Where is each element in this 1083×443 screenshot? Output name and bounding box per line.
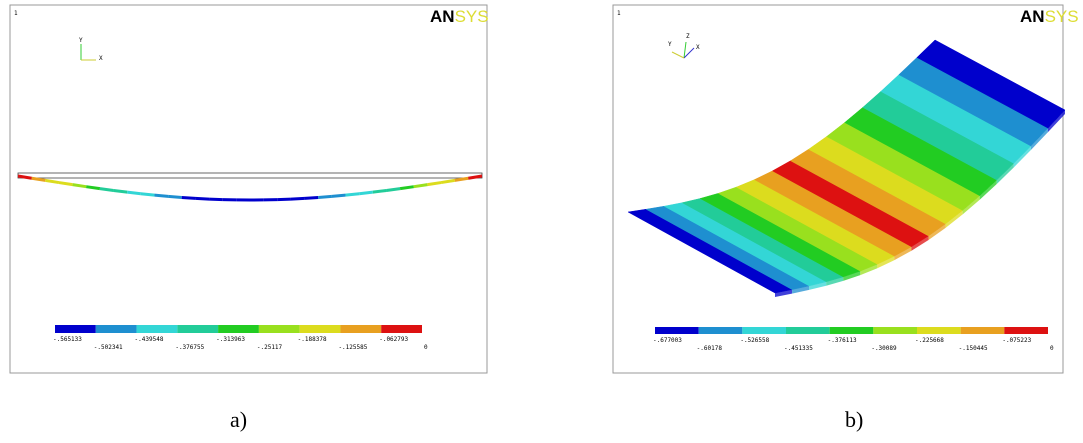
legend-label: -.150445: [959, 345, 988, 352]
beam-segment: [441, 180, 455, 182]
beam-segment: [182, 197, 196, 198]
figure: 1ANSYSYX-.565133-.502341-.439548-.376755…: [0, 0, 1083, 443]
legend-label: 0: [424, 344, 428, 351]
legend-swatch: [340, 325, 381, 333]
beam-segment: [400, 187, 414, 189]
axis-label: Y: [668, 41, 672, 48]
legend-swatch: [699, 327, 743, 334]
logo: ANSYS: [1020, 7, 1079, 26]
legend-swatch: [381, 325, 422, 333]
axis-label: Y: [79, 37, 83, 44]
legend-swatch: [830, 327, 874, 334]
legend-label: -.502341: [94, 344, 123, 351]
beam-segment: [332, 195, 346, 196]
logo-dark: AN: [1020, 7, 1045, 26]
beam-segment: [86, 187, 100, 189]
legend-label: -.439548: [135, 336, 164, 343]
logo-dark: AN: [430, 7, 455, 26]
legend-swatch: [873, 327, 917, 334]
beam-segment: [305, 197, 319, 198]
beam-segment: [291, 198, 305, 199]
beam-segment: [346, 194, 360, 195]
legend-label: -.376113: [828, 337, 857, 344]
legend-label: -.451335: [784, 345, 813, 352]
beam-segment: [114, 190, 128, 192]
legend-swatch: [1004, 327, 1048, 334]
beam-segment: [154, 195, 168, 196]
legend-swatch: [655, 327, 699, 334]
legend-swatch: [786, 327, 830, 334]
legend-swatch: [917, 327, 961, 334]
legend-swatch: [96, 325, 137, 333]
beam-segment: [73, 185, 87, 187]
beam-segment: [277, 199, 291, 200]
beam-segment: [373, 190, 387, 192]
legend-label: -.30089: [871, 345, 897, 352]
axis-label: Z: [686, 33, 690, 40]
logo-light: SYS: [1045, 7, 1079, 26]
legend-label: -.125585: [338, 344, 367, 351]
legend-swatch: [259, 325, 300, 333]
legend-swatch: [218, 325, 259, 333]
beam-segment: [141, 194, 155, 195]
legend-label: -.526558: [740, 337, 769, 344]
beam-segment: [386, 189, 400, 191]
beam-segment: [195, 198, 209, 199]
beam-segment: [45, 180, 59, 182]
index-label: 1: [617, 10, 621, 17]
legend-swatch: [177, 325, 218, 333]
index-label: 1: [14, 10, 18, 17]
beam-segment: [427, 183, 441, 185]
legend-label: -.062793: [379, 336, 408, 343]
beam-segment: [209, 199, 223, 200]
axis-label: X: [696, 44, 700, 51]
legend-swatch: [961, 327, 1005, 334]
axis-label: X: [99, 55, 103, 62]
legend-swatch: [55, 325, 96, 333]
legend-swatch: [137, 325, 178, 333]
legend-label: -.313963: [216, 336, 245, 343]
beam-segment: [414, 185, 428, 187]
legend-label: -.225668: [915, 337, 944, 344]
legend-label: -.565133: [53, 336, 82, 343]
caption: b): [845, 407, 863, 432]
beam-segment: [168, 196, 182, 197]
logo: ANSYS: [430, 7, 489, 26]
logo-light: SYS: [455, 7, 489, 26]
beam-segment: [127, 192, 141, 194]
beam-segment: [359, 192, 373, 194]
legend-swatch: [300, 325, 341, 333]
beam-segment: [318, 196, 332, 197]
beam-segment: [59, 183, 73, 185]
legend-label: -.376755: [175, 344, 204, 351]
legend-label: -.60178: [697, 345, 723, 352]
legend-label: -.188378: [298, 336, 327, 343]
legend-label: -.677003: [653, 337, 682, 344]
legend-label: 0: [1050, 345, 1054, 352]
beam-segment: [100, 189, 114, 191]
caption: a): [230, 407, 247, 432]
legend-label: -.075223: [1002, 337, 1031, 344]
legend-swatch: [742, 327, 786, 334]
legend-label: -.25117: [257, 344, 283, 351]
